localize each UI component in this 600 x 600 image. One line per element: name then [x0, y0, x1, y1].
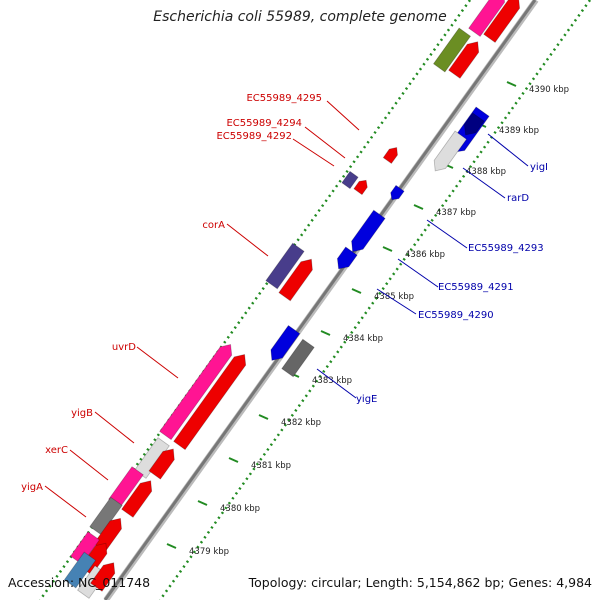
gene-cora-2: [278, 258, 313, 302]
gene-uvrd-2: [173, 354, 247, 451]
gene-ec55989-4291: [351, 209, 386, 253]
gene-ec55989-4295: [382, 147, 398, 164]
label-leader-lines: [44, 100, 529, 518]
gene-label-yige: yigE: [356, 394, 377, 405]
forward-gene-labels: EC55989_4295 EC55989_4294 EC55989_4292 c…: [21, 93, 322, 493]
gene-ec55989-4294: [341, 170, 359, 190]
gene-yigb-2: [148, 448, 175, 480]
gene-uvrd: [159, 344, 233, 441]
ruler-kbp-label: 4379 kbp: [189, 547, 229, 557]
gene-label-ec55989-4293: EC55989_4293: [468, 243, 544, 254]
gene-label-rard: rarD: [507, 193, 529, 204]
ruler-kbp-label: 4390 kbp: [529, 85, 569, 95]
gene-label-yiga: yigA: [21, 482, 43, 493]
gene-ec55989-4290: [336, 246, 358, 270]
gene-label-yigi: yigI: [530, 162, 548, 173]
ruler-kbp-label: 4388 kbp: [466, 167, 506, 177]
gene-features: [63, 0, 521, 599]
ruler-tick: [351, 288, 362, 294]
ruler-kbp-label: 4387 kbp: [436, 208, 476, 218]
gene-yige-2: [281, 338, 315, 378]
ruler-ticks: 4379 kbp 4380 kbp 4381 kbp 4382 kbp 4383 kbp…: [166, 81, 569, 557]
gene-label-ec55989-4294: EC55989_4294: [226, 118, 302, 129]
ruler-tick: [197, 500, 208, 506]
ruler-kbp-label: 4385 kbp: [374, 292, 414, 302]
topology-text: Topology: circular; Length: 5,154,862 bp…: [248, 575, 592, 590]
gene-label-ec55989-4291: EC55989_4291: [438, 282, 514, 293]
gene-yiga: [89, 496, 123, 536]
gene-red-top: [483, 0, 521, 43]
ruler-tick: [258, 414, 269, 420]
gene-blue-low: [63, 551, 97, 589]
gene-yige: [270, 324, 301, 361]
gene-cora: [265, 242, 305, 290]
gene-label-ec55989-4290: EC55989_4290: [418, 310, 494, 321]
gene-label-uvrd: uvrD: [112, 342, 136, 353]
ruler-kbp-label: 4389 kbp: [499, 126, 539, 136]
ruler-tick: [166, 543, 177, 549]
ruler-tick: [506, 81, 517, 87]
genome-title: Escherichia coli 55989, complete genome: [153, 9, 447, 25]
gene-green: [432, 27, 472, 73]
gene-yigi-part: [463, 112, 485, 136]
gene-ec55989-4293: [390, 184, 405, 201]
gene-rard: [433, 130, 468, 172]
gene-red-low-2: [90, 562, 116, 592]
ruler-tick: [228, 457, 239, 463]
ruler-tick: [382, 246, 393, 252]
gene-pink-top: [468, 0, 506, 37]
gene-red-2: [448, 41, 480, 79]
ruler-kbp-label: 4382 kbp: [281, 418, 321, 428]
gene-label-yigb: yigB: [71, 408, 93, 419]
gene-label-ec55989-4292: EC55989_4292: [216, 131, 292, 142]
gene-label-xerc: xerC: [45, 445, 68, 456]
gene-label-cora: corA: [202, 220, 225, 231]
ruler-kbp-label: 4383 kbp: [312, 376, 352, 386]
accession-text: Accession: NC_011748: [8, 575, 151, 590]
gene-ec55989-4292: [353, 179, 368, 196]
ruler-tick: [413, 204, 424, 210]
gene-xerc-2: [121, 480, 153, 518]
ruler-kbp-label: 4381 kbp: [251, 461, 291, 471]
ruler-kbp-label: 4380 kbp: [220, 504, 260, 514]
genome-backbone: [103, 0, 537, 600]
ruler-kbp-label: 4384 kbp: [343, 334, 383, 344]
reverse-gene-labels: yigI rarD EC55989_4293 EC55989_4291 EC55…: [356, 162, 548, 405]
ruler-tick: [320, 330, 331, 336]
gene-label-ec55989-4295: EC55989_4295: [246, 93, 322, 104]
ruler-kbp-label: 4386 kbp: [405, 250, 445, 260]
